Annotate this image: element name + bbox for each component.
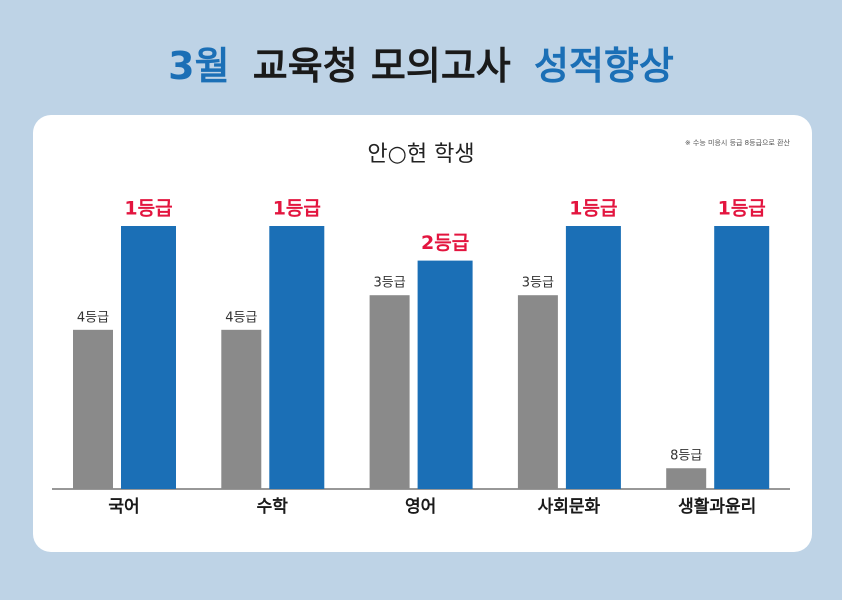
value-label: 2등급: [421, 232, 469, 254]
bar: [417, 260, 473, 489]
chart-title: 안○현 학생: [367, 142, 474, 167]
x-tick-label: 생활과윤리: [678, 496, 756, 517]
value-label: 3등급: [522, 276, 554, 291]
value-label: 1등급: [124, 198, 172, 220]
value-label: 8등급: [670, 449, 702, 464]
value-label: 4등급: [225, 310, 257, 325]
bar: [565, 226, 621, 489]
bar: [221, 329, 262, 489]
value-label: 1등급: [718, 198, 766, 220]
note: ※ 수능 미응시 등급 8등급으로 환산: [685, 138, 791, 147]
bar: [714, 226, 770, 489]
bar: [517, 295, 558, 489]
title-start: 3월: [168, 44, 229, 88]
value-label: 1등급: [273, 198, 321, 220]
x-tick-label: 영어: [405, 497, 436, 517]
bar: [369, 295, 410, 489]
bar: [666, 468, 707, 489]
value-label: 4등급: [77, 310, 109, 325]
title-middle: 교육청 모의고사: [253, 44, 511, 88]
x-tick-label: 국어: [108, 497, 139, 517]
title-end: 성적향상: [534, 44, 674, 88]
bar: [269, 226, 325, 489]
value-label: 3등급: [373, 276, 405, 291]
bar: [73, 329, 113, 489]
x-tick-label: 사회문화: [538, 497, 601, 517]
bar: [121, 226, 176, 489]
page-title: 3월 교육청 모의고사 성적향상: [168, 44, 674, 88]
x-tick-label: 수학: [257, 497, 289, 517]
value-label: 1등급: [569, 198, 617, 220]
